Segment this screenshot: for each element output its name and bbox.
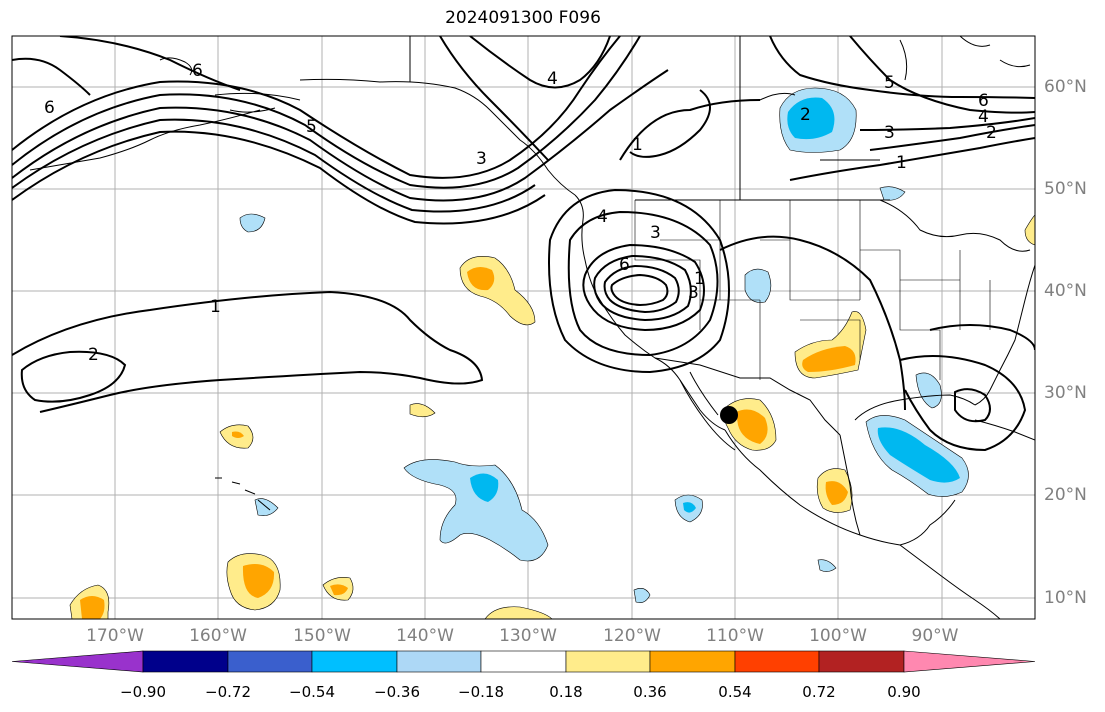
- contour-label: 1: [632, 135, 643, 155]
- lon-label: 140°W: [396, 626, 454, 646]
- fill-negative: [683, 502, 696, 513]
- fill-positive: [467, 266, 495, 291]
- fill-positive: [80, 596, 105, 619]
- contour-label: 6: [44, 98, 55, 118]
- fill-negative: [817, 559, 837, 572]
- colorbar-tick-label: 0.72: [802, 683, 836, 701]
- lat-label: 40°N: [1044, 281, 1087, 301]
- colorbar-extend-max: [903, 650, 1036, 673]
- colorbar-segment: [396, 650, 482, 673]
- contour-label: 4: [597, 207, 608, 227]
- colorbar-tick-label: 0.36: [633, 683, 667, 701]
- fill-negative: [470, 473, 499, 502]
- fill-positive: [825, 481, 848, 505]
- contour-label: 4: [978, 107, 989, 127]
- fill-negative: [877, 427, 960, 483]
- colorbar-tick-label: −0.54: [289, 683, 335, 701]
- coastlines: [29, 36, 1035, 619]
- lon-label: 120°W: [603, 626, 661, 646]
- contour-label: 1: [694, 269, 705, 289]
- contour-label: 6: [978, 91, 989, 111]
- colorbar-segment: [649, 650, 736, 673]
- contour-label: 2: [986, 123, 997, 143]
- contour-label: 3: [650, 223, 661, 243]
- contour-label: 1: [210, 297, 221, 317]
- graticule: [12, 36, 1035, 619]
- contour-label: 2: [88, 345, 99, 365]
- contour-label: 1: [896, 153, 907, 173]
- colorbar-tick-label: 0.54: [718, 683, 752, 701]
- colorbar-segment: [565, 650, 651, 673]
- lat-label: 60°N: [1044, 77, 1087, 97]
- contour-label: 3: [688, 283, 699, 303]
- lon-label: 150°W: [293, 626, 351, 646]
- colorbar-tick-label: −0.72: [205, 683, 251, 701]
- fill-positive: [330, 584, 348, 596]
- colorbar-segment: [142, 650, 229, 673]
- colorbar-segment: [311, 650, 398, 673]
- lon-label: 110°W: [706, 626, 764, 646]
- lat-label: 30°N: [1044, 383, 1087, 403]
- location-marker: [720, 406, 738, 424]
- fill-negative: [915, 372, 942, 409]
- anomaly-fills: [69, 87, 1035, 619]
- fill-negative: [744, 268, 772, 303]
- fill-negative: [239, 213, 266, 233]
- contour-label: 2: [800, 105, 811, 125]
- colorbar-tick-label: −0.36: [374, 683, 420, 701]
- colorbar-segment: [734, 650, 820, 673]
- contour-label: 5: [884, 73, 895, 93]
- state-borders: [634, 200, 991, 380]
- lon-label: 100°W: [809, 626, 867, 646]
- lat-label: 10°N: [1044, 588, 1087, 608]
- fill-positive: [802, 346, 856, 372]
- fill-negative: [403, 459, 549, 562]
- fill-positive: [1024, 214, 1035, 246]
- lon-label: 90°W: [911, 626, 959, 646]
- colorbar-tick-label: 0.90: [887, 683, 921, 701]
- colorbar-extend-min: [11, 650, 144, 673]
- contour-lines: [12, 36, 1035, 452]
- map-title: 2024091300 F096: [445, 8, 601, 28]
- contour-label: 4: [547, 69, 558, 89]
- colorbar-tick-label: −0.18: [458, 683, 504, 701]
- contour-label-group: 6 6 5 4 3 1 1 2 4 3 6 3 1 2 5 6 4 3 2 1: [44, 61, 997, 365]
- colorbar-segment: [480, 650, 567, 673]
- colorbar-tick-label: 0.18: [549, 683, 583, 701]
- contour-label: 3: [884, 123, 895, 143]
- colorbar-segment: [227, 650, 313, 673]
- fill-negative: [633, 588, 651, 603]
- lat-label: 20°N: [1044, 485, 1087, 505]
- fill-positive: [409, 403, 436, 418]
- fill-positive: [232, 431, 244, 438]
- contour-label: 5: [306, 117, 317, 137]
- contour-label: 6: [192, 61, 203, 81]
- fill-positive: [484, 606, 553, 619]
- contour-label: 6: [619, 255, 630, 275]
- colorbar-segment: [818, 650, 905, 673]
- lon-label: 160°W: [189, 626, 247, 646]
- colorbar: [11, 650, 1036, 673]
- contour-label: 3: [476, 149, 487, 169]
- colorbar-tick-label: −0.90: [120, 683, 166, 701]
- lon-label: 130°W: [499, 626, 557, 646]
- map-frame: [11, 35, 1036, 620]
- fill-negative: [787, 97, 835, 140]
- fill-positive: [736, 409, 768, 444]
- lon-label: 170°W: [86, 626, 144, 646]
- fill-positive: [242, 564, 275, 598]
- lat-label: 50°N: [1044, 179, 1087, 199]
